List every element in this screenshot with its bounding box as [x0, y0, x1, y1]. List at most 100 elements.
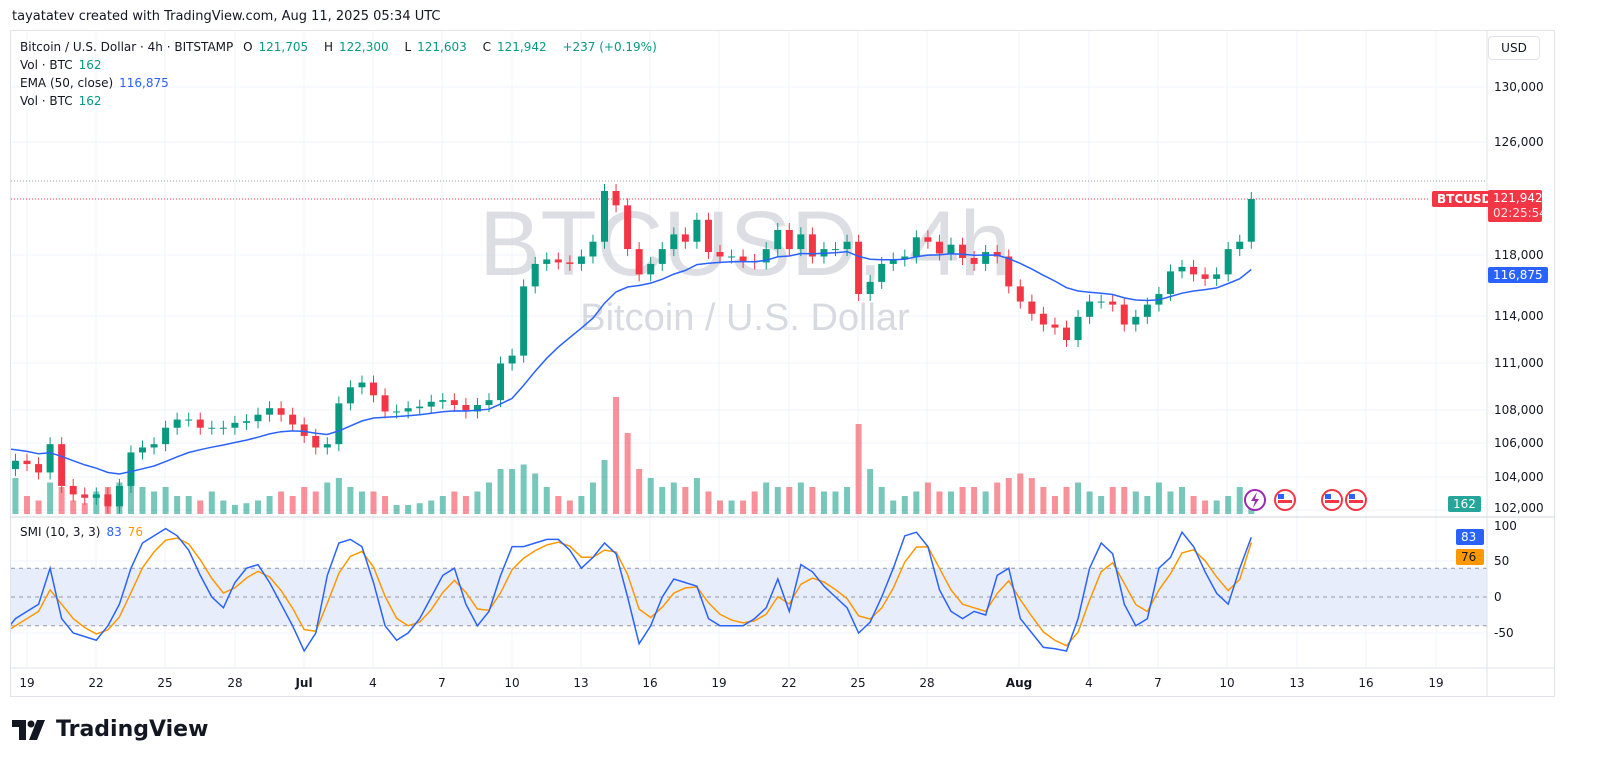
flag-canton [1349, 494, 1355, 499]
volume-bar [786, 487, 793, 514]
event-markers [1244, 489, 1367, 511]
smi-value: 83 [106, 525, 122, 539]
volume-bar [243, 503, 250, 514]
volume-bar [994, 482, 1001, 514]
candle-body [543, 259, 551, 264]
smi-tick: 100 [1494, 519, 1517, 533]
candle-body [473, 404, 481, 412]
candle-body [115, 485, 123, 507]
change-value: +237 (+0.19%) [562, 40, 657, 54]
candle-body [924, 237, 932, 242]
candle-body [589, 241, 597, 257]
candle-body [785, 229, 793, 250]
us-flag-event-icon [1321, 489, 1343, 511]
volume-bar [1028, 478, 1035, 514]
volume-bar [855, 424, 862, 514]
volume-bar [358, 491, 365, 514]
volume-bar [532, 473, 539, 514]
volume-bar [370, 491, 377, 514]
volume-bar [913, 491, 920, 514]
volume-bar [982, 491, 989, 514]
volume-bar [255, 500, 261, 514]
volume-bar [24, 496, 30, 514]
ema-legend[interactable]: EMA (50, close) 116,875 [20, 74, 663, 92]
volume-bar [439, 496, 446, 514]
price-tick: 126,000 [1494, 135, 1544, 149]
candle-body [416, 406, 424, 409]
volume-bar [1063, 487, 1070, 514]
volume-bar [763, 482, 770, 514]
candle-body [162, 427, 170, 445]
candle-body [1132, 316, 1140, 325]
candle-body [878, 263, 886, 282]
time-tick: 13 [1289, 676, 1305, 690]
volume-bar [659, 487, 666, 514]
flag-canton [1278, 494, 1284, 499]
time-tick: 28 [227, 676, 243, 690]
candle-body [1063, 327, 1070, 341]
volume-bar [1051, 496, 1058, 514]
volume-value: 162 [78, 94, 102, 108]
volume-bar [705, 491, 712, 514]
candle-body [577, 256, 585, 264]
volume-bar [474, 491, 481, 514]
lightning-glyph [1251, 492, 1259, 508]
candle-body [266, 408, 274, 415]
volume-tag: 162 [1448, 496, 1481, 512]
candle-body [935, 241, 943, 254]
volume-bar [266, 496, 273, 514]
candle-body [508, 355, 516, 364]
smi-signal-value: 76 [127, 525, 144, 539]
candle-body [832, 249, 839, 251]
tradingview-logo[interactable]: TradingView [12, 717, 208, 742]
volume-bar [462, 496, 469, 514]
candle-body [647, 263, 655, 275]
volume-bar [312, 491, 319, 514]
volume-bar [127, 478, 134, 514]
candle-body [901, 256, 909, 260]
volume-value: 162 [78, 58, 102, 72]
candle-body [728, 256, 736, 258]
candle-body [693, 219, 701, 242]
time-tick: 13 [573, 676, 589, 690]
candle-body [970, 257, 978, 264]
time-tick: 16 [1358, 676, 1374, 690]
volume-bar [809, 487, 816, 514]
volume-bar [1213, 500, 1220, 514]
volume-bar [278, 491, 285, 514]
candle-body [670, 234, 678, 250]
volume-bar [1098, 496, 1105, 514]
volume-bar [509, 469, 516, 514]
close-value: 121,942 [497, 40, 547, 54]
volume-bar [844, 487, 851, 514]
volume-bar [1005, 478, 1012, 514]
volume-bar [948, 491, 954, 514]
symbol-tag: BTCUSD [1432, 191, 1497, 207]
ema-line [11, 250, 1252, 475]
brand-name: TradingView [56, 717, 209, 742]
volume-bar [81, 503, 88, 514]
candle-body [866, 281, 874, 294]
candle-body [993, 252, 1001, 257]
time-tick: 19 [19, 676, 35, 690]
flag-stripe [1349, 500, 1363, 503]
candle-body [254, 414, 262, 422]
volume-legend[interactable]: Vol · BTC 162 [20, 56, 663, 74]
candle-body [1178, 266, 1186, 272]
currency-button[interactable]: USD [1488, 36, 1540, 60]
volume-bar [1167, 491, 1174, 514]
candlesticks [11, 184, 1255, 514]
volume-bar [601, 460, 608, 514]
flag-stripe [1325, 500, 1339, 503]
smi-signal-line [11, 537, 1253, 647]
volume-legend-2[interactable]: Vol · BTC 162 [20, 92, 663, 110]
smi-legend[interactable]: SMI (10, 3, 3) 83 76 [20, 525, 149, 539]
volume-bar [797, 482, 804, 514]
volume-bar [647, 478, 654, 514]
volume-bar [1040, 487, 1047, 514]
candle-body [173, 419, 181, 428]
candle-body [404, 408, 412, 412]
